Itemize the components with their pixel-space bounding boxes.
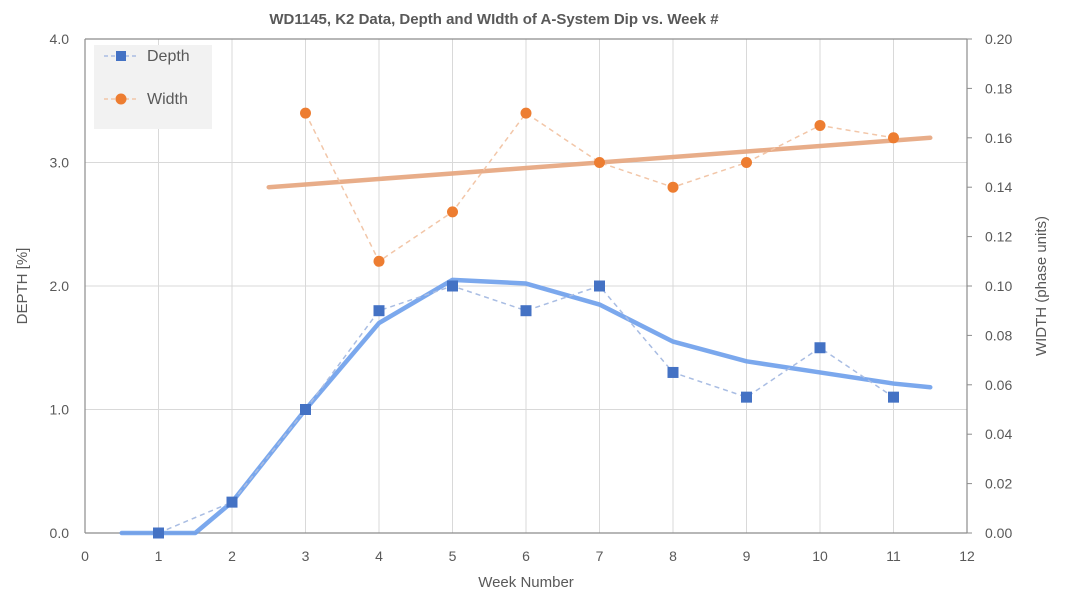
y-tick-label: 3.0	[50, 155, 70, 171]
chart-title: WD1145, K2 Data, Depth and WIdth of A-Sy…	[269, 11, 719, 28]
width-data-point	[300, 107, 311, 119]
y2-tick-label: 0.04	[985, 426, 1012, 442]
depth-data-point	[667, 366, 679, 378]
y-tick-label: 2.0	[50, 278, 70, 294]
y-axis-title: DEPTH [%]	[14, 248, 31, 325]
legend-width-label: Width	[147, 91, 188, 108]
y2-tick-label: 0.12	[985, 229, 1012, 245]
legend-depth-marker	[116, 51, 126, 61]
x-axis-title: Week Number	[478, 574, 574, 591]
y2-tick-label: 0.02	[985, 476, 1012, 492]
depth-data-point	[888, 391, 899, 403]
depth-data-point	[153, 527, 164, 539]
width-data-point	[741, 157, 752, 168]
x-tick-label: 0	[81, 548, 89, 564]
x-tick-label: 11	[886, 548, 901, 564]
x-tick-label: 3	[302, 548, 310, 564]
y-tick-label: 4.0	[50, 31, 70, 47]
x-tick-label: 9	[743, 548, 751, 564]
depth-data-point	[226, 496, 238, 508]
width-series-line	[304, 112, 894, 263]
y-tick-label: 0.0	[50, 525, 70, 541]
y2-tick-label: 0.08	[985, 327, 1012, 343]
x-tick-label: 7	[596, 548, 604, 564]
depth-data-point	[594, 280, 605, 292]
depth-data-point	[373, 305, 385, 317]
width-data-point	[373, 255, 385, 267]
y2-tick-label: 0.14	[985, 179, 1012, 195]
x-tick-label: 6	[522, 548, 530, 564]
depth-series-line	[158, 285, 894, 534]
y2-axis-title: WIDTH (phase units)	[1033, 216, 1050, 356]
y2-axis-ticks: 0.00 0.02 0.04 0.06 0.08 0.10 0.12 0.14 0.16 0.18…	[967, 31, 1012, 541]
x-axis-ticks: 0 1 2 3 4 5 6 7 8 9 10 11 12	[81, 548, 975, 564]
x-tick-label: 1	[155, 548, 163, 564]
x-tick-label: 10	[812, 548, 828, 564]
x-tick-label: 8	[669, 548, 677, 564]
width-data-point	[667, 181, 679, 193]
width-data-point	[888, 132, 899, 144]
y2-tick-label: 0.06	[985, 377, 1012, 393]
width-data-point	[814, 119, 826, 131]
x-tick-label: 2	[228, 548, 236, 564]
legend-width-marker	[115, 93, 127, 105]
y2-tick-label: 0.00	[985, 525, 1012, 541]
width-data-point	[520, 107, 532, 119]
legend-background	[94, 45, 212, 129]
depth-data-point	[447, 280, 458, 292]
depth-data-point	[741, 391, 752, 403]
x-tick-label: 12	[959, 548, 975, 564]
width-data-point	[594, 157, 605, 168]
y2-tick-label: 0.20	[985, 31, 1012, 47]
legend: Depth Width	[94, 45, 212, 129]
width-data-point	[447, 206, 458, 218]
depth-data-point	[520, 305, 532, 317]
depth-data-point	[300, 404, 311, 415]
series	[153, 107, 899, 539]
x-tick-label: 5	[449, 548, 457, 564]
y2-tick-label: 0.16	[985, 130, 1012, 146]
depth-data-point	[814, 342, 826, 354]
legend-depth-label: Depth	[147, 48, 190, 65]
y2-tick-label: 0.18	[985, 80, 1012, 96]
x-tick-label: 4	[375, 548, 383, 564]
y-axis-ticks: 0.0 1.0 2.0 3.0 4.0	[50, 31, 70, 541]
y-tick-label: 1.0	[50, 402, 70, 418]
y2-tick-label: 0.10	[985, 278, 1012, 294]
